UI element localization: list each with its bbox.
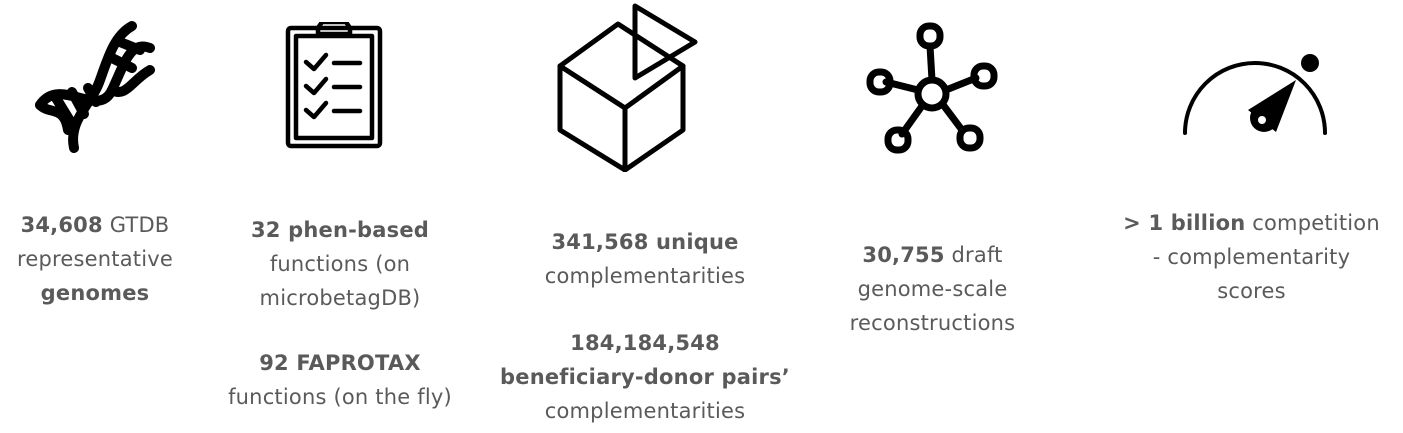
box-with-triangle-icon	[555, 2, 703, 172]
stat-scores-text: > 1 billion competition - complementarit…	[1123, 211, 1380, 303]
stat-complementarities: 341,568 unique complementarities 184,184…	[485, 0, 805, 433]
stat-functions: 32 phen-based functions (on microbetagDB…	[200, 0, 480, 433]
stat-reconstructions: 30,755 draft genome-scale reconstruction…	[820, 0, 1045, 433]
stat-phen-functions-text: 32 phen-based functions (on microbetagDB…	[250, 218, 429, 310]
stat-unique-complementarities-text: 341,568 unique complementarities	[544, 230, 746, 288]
dna-icon	[28, 20, 160, 155]
stat-genomes: 34,608 GTDB representative genomes	[0, 0, 190, 433]
stat-faprotax-functions-text: 92 FAPROTAX functions (on the fly)	[228, 351, 452, 409]
stat-scores: > 1 billion competition - complementarit…	[1100, 0, 1403, 433]
network-node-icon	[858, 18, 1008, 158]
stat-pair-complementarities-text: 184,184,548 beneficiary-donor pairs’ com…	[500, 331, 790, 423]
stat-genomes-text: 34,608 GTDB representative genomes	[16, 213, 173, 305]
clipboard-checklist-icon	[284, 22, 384, 150]
speedometer-gauge-icon	[1180, 38, 1330, 138]
stat-reconstructions-text: 30,755 draft genome-scale reconstruction…	[849, 243, 1016, 335]
